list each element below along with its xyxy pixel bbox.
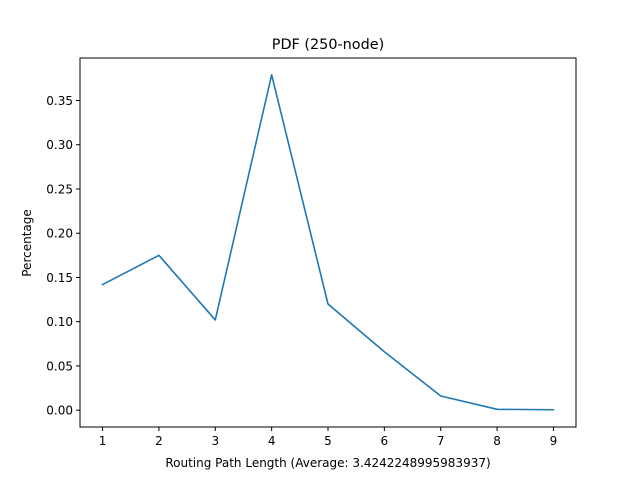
y-axis-ticks: 0.00 0.05 0.10 0.15 0.20 0.25 0.30 0.35 (46, 94, 80, 418)
y-tick-label: 0.15 (46, 271, 73, 285)
x-tick-label: 7 (437, 434, 445, 448)
x-tick-label: 4 (268, 434, 276, 448)
x-axis-label: Routing Path Length (Average: 3.42422489… (165, 456, 490, 470)
x-tick-label: 1 (99, 434, 107, 448)
x-tick-label: 9 (550, 434, 558, 448)
x-axis-ticks: 1 2 3 4 5 6 7 8 9 (99, 427, 558, 448)
y-tick-label: 0.05 (46, 359, 73, 373)
x-tick-label: 5 (324, 434, 332, 448)
y-tick-label: 0.35 (46, 94, 73, 108)
series-line (101, 74, 555, 411)
plot-series (101, 74, 555, 411)
chart-title: PDF (250-node) (272, 37, 384, 53)
x-tick-label: 6 (381, 434, 389, 448)
x-tick-label: 8 (493, 434, 501, 448)
y-tick-label: 0.25 (46, 182, 73, 196)
axes-frame (79, 57, 577, 428)
x-tick-label: 3 (211, 434, 219, 448)
y-tick-label: 0.10 (46, 315, 73, 329)
x-tick-label: 2 (155, 434, 163, 448)
y-tick-label: 0.20 (46, 227, 73, 241)
y-tick-label: 0.00 (46, 404, 73, 418)
y-tick-label: 0.30 (46, 138, 73, 152)
y-axis-label: Percentage (20, 209, 34, 277)
